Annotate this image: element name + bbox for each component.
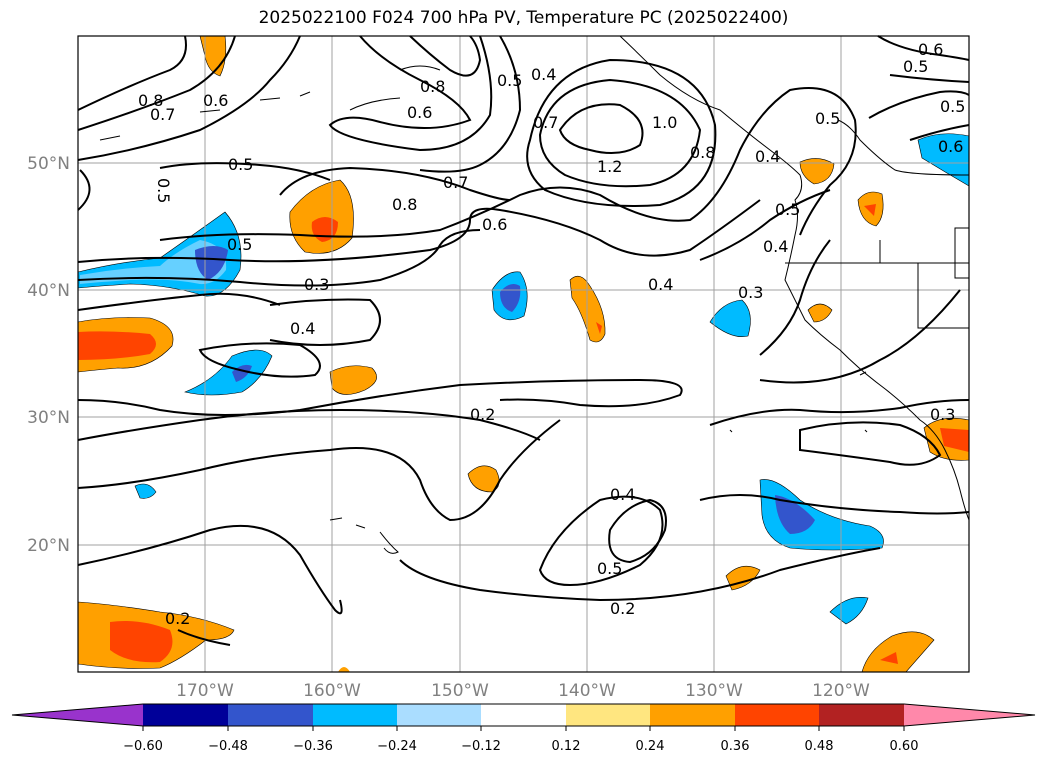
colorbar-tick-label: 0.24 [636,739,665,754]
contour-label: 0.4 [531,65,556,84]
contour-label: 0.6 [203,91,228,110]
contour-label: 0.5 [228,155,253,174]
shade-warm-14 [338,667,350,672]
shade-cold-1b [80,240,227,285]
colorbar-tick-label: −0.60 [123,739,163,754]
shade-warm-4 [329,365,377,395]
latitude-labels: 50°N 40°N 30°N 20°N [27,154,70,556]
colorbar-tick-label: −0.24 [377,739,417,754]
lon-label-130w: 130°W [685,681,743,701]
contour-label: 0.8 [392,195,417,214]
colorbar-segment [143,704,228,726]
contour-label: 0.5 [815,109,840,128]
contour-label: 0.4 [290,319,315,338]
colorbar-segment [566,704,650,726]
temperature-shading [77,35,970,673]
map-background [78,36,969,672]
colorbar-segment [819,704,904,726]
colorbar-segment [735,704,819,726]
map-frame [77,35,970,673]
colorbar-segment [481,704,566,726]
contour-label: 0.4 [755,147,780,166]
lat-label-50n: 50°N [27,154,70,174]
contour-label: 0.4 [610,485,635,504]
shade-cold-1c [195,246,228,280]
contour-label: 0.2 [610,599,635,618]
contour-label: 0.4 [648,275,673,294]
longitude-labels: 170°W 160°W 150°W 140°W 130°W 120°W [176,681,870,701]
shade-warm-8b [110,621,173,663]
contour-label: 0.2 [470,405,495,424]
shade-warm-5 [569,275,606,343]
shade-warm-9 [861,631,935,673]
colorbar-segment [228,704,313,726]
lon-label-140w: 140°W [558,681,616,701]
lat-label-30n: 30°N [27,408,70,428]
contour-label: 0.6 [938,137,963,156]
contour-label: 0.6 [407,103,432,122]
contour-label: 0.4 [763,237,788,256]
contour-label: 0.5 [597,559,622,578]
shade-warm-5b [596,322,602,334]
colorbar-tick-label: 0.60 [890,739,919,754]
contour-label: 1.0 [652,113,677,132]
contour-label: 0.3 [304,275,329,294]
colorbar-tick-label: 0.36 [721,739,750,754]
lat-label-20n: 20°N [27,536,70,556]
colorbar-extend-low [12,704,143,726]
contour-label: 0.3 [738,283,763,302]
shade-cold-4 [709,299,751,337]
colorbar-tick-label: −0.48 [208,739,248,754]
shade-cold-3b [500,284,521,312]
contour-label: 0.6 [918,40,943,59]
contour-label: 0.7 [533,113,558,132]
contour-label: 0.8 [690,143,715,162]
lon-label-120w: 120°W [812,681,870,701]
colorbar-tick-label: 0.12 [552,739,581,754]
shade-warm-12 [807,303,833,323]
pv-contours [77,35,970,646]
contour-label: 0.8 [138,91,163,110]
contour-label: 0.5 [227,235,252,254]
colorbar-tick-label: −0.12 [461,739,501,754]
contour-label: 0.5 [154,178,173,203]
lat-label-40n: 40°N [27,281,70,301]
contour-label: 1.2 [597,157,622,176]
contour-label: 0.5 [497,71,522,90]
colorbar-segment [313,704,397,726]
contour-label: 0.7 [443,173,468,192]
colorbar-extend-high [904,704,1035,726]
shade-warm-9b [880,652,898,664]
colorbar-tick-label: 0.48 [805,739,834,754]
contour-label: 0.2 [165,609,190,628]
colorbar-segment [397,704,481,726]
shade-cold-7 [134,483,157,499]
shade-cold-5b [775,495,815,534]
shade-warm-10 [799,158,835,185]
shade-cold-2 [184,349,273,396]
contour-label: 0.8 [420,77,445,96]
contour-label: 0.5 [775,200,800,219]
colorbar-segment [650,704,735,726]
lon-label-150w: 150°W [431,681,489,701]
contour-labels: 0.8 0.7 0.6 0.8 0.6 0.5 0.4 0.7 1.0 0.8 … [138,40,965,628]
colorbar: −0.60 −0.48 −0.36 −0.24 −0.12 0.12 0.24 … [11,703,1036,754]
lon-label-160w: 160°W [303,681,361,701]
contour-label: 0.7 [150,105,175,124]
contour-label: 0.5 [940,97,965,116]
shade-warm-11b [864,204,876,216]
coastlines [99,35,970,554]
shade-warm-1b [78,331,156,360]
contour-label: 0.6 [482,215,507,234]
shade-warm-13b [940,428,969,452]
chart-title: 2025022100 F024 700 hPa PV, Temperature … [258,8,789,28]
contour-label: 0.5 [903,57,928,76]
colorbar-tick-label: −0.36 [293,739,333,754]
lon-label-170w: 170°W [176,681,234,701]
contour-label: 0.3 [930,405,955,424]
